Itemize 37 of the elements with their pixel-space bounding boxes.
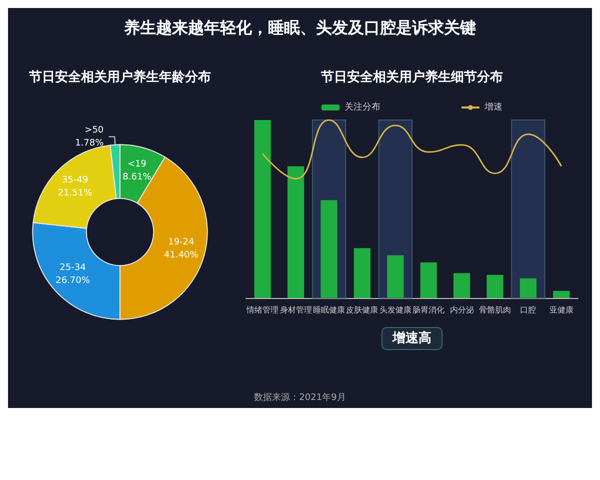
slice-label: 19-24 (168, 237, 195, 248)
legend-label: 增速 (484, 102, 502, 112)
data-label: 8.61% (122, 172, 152, 182)
x-tick-label: 口腔 (520, 306, 536, 314)
x-tick-label: 身材管理 (280, 306, 312, 314)
x-tick-label: 情绪管理 (246, 306, 279, 314)
slice-label: 35-49 (62, 176, 88, 186)
text: 增速高 (392, 330, 432, 346)
data-label: 41.40% (164, 250, 199, 260)
x-tick-label: 骨骼肌肉 (479, 306, 511, 314)
x-tick-label: 睡眠健康 (313, 306, 345, 314)
bar (486, 274, 504, 298)
bar (520, 278, 536, 298)
bar (254, 120, 271, 298)
bar (288, 166, 304, 298)
text: 养生越来越年轻化，睡眠、头发及口腔是诉求关键 (122, 18, 477, 39)
bar (553, 290, 570, 298)
x-tick-label: 皮肤健康 (346, 306, 378, 314)
bar (420, 262, 437, 298)
x-tick-label: 肠胃消化 (412, 306, 445, 314)
legend-label: 关注分布 (344, 102, 380, 112)
source-note: 数据来源：2021年9月 (253, 392, 347, 404)
x-tick-label: 亚健康 (549, 306, 574, 314)
bar (387, 255, 404, 298)
data-label: 21.51% (58, 188, 93, 199)
chart-title: 节日安全相关用户养生细节分布 (320, 69, 503, 85)
chart-title: 节日安全相关用户养生年龄分布 (28, 69, 211, 85)
bar (354, 248, 370, 298)
slice-label: <19 (127, 159, 147, 170)
bar (454, 273, 470, 298)
slice-label: 25-34 (60, 262, 86, 273)
data-label: 1.78% (75, 138, 104, 148)
data-label: 26.70% (56, 276, 90, 286)
bar (320, 200, 338, 298)
x-tick-label: 内分泌 (450, 306, 474, 314)
x-tick-label: 头发健康 (379, 306, 412, 314)
slice-label: >50 (84, 125, 104, 136)
